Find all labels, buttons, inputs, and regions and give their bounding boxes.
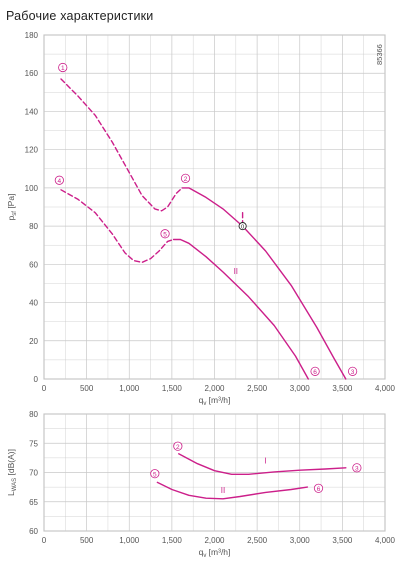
pressure-marker-circle [54,175,64,185]
sound-y-tick-label: 60 [29,527,38,536]
sound-curve-label: I [265,457,267,466]
sound-marker-circle [352,463,362,473]
pressure-marker-label: 5 [163,231,167,238]
pressure-x-tick-label: 2,000 [204,384,225,393]
sound-x-tick-label: 1,500 [162,536,183,545]
pressure-y-tick-label: 60 [29,260,38,269]
pressure-x-tick-label: 4,000 [375,384,396,393]
pressure-x-tick-label: 500 [80,384,94,393]
pressure-marker-label: 1 [61,65,65,72]
sound-marker-circle [173,441,183,451]
pressure-marker-circle [160,229,170,239]
sound-y-tick-label: 65 [29,498,38,507]
pressure-marker-circle [348,366,358,376]
sound-y-axis-label: LWAS [dB(A)] [6,449,18,496]
sound-series-line-II [156,481,309,500]
sound-x-tick-label: 0 [42,536,47,545]
sound-series-line-I [178,453,347,475]
sound-marker-label: 2 [176,444,180,451]
sound-x-tick-label: 500 [80,536,94,545]
sound-x-axis-label: qv [m³/h] [199,547,231,559]
sound-y-tick-label: 75 [29,439,38,448]
sound-y-tick-label: 70 [29,469,38,478]
pressure-y-tick-label: 160 [25,69,39,78]
pressure-x-tick-label: 0 [42,384,47,393]
sound-marker-label: 6 [317,486,321,493]
pressure-operating-point [238,222,247,231]
pressure-y-tick-label: 0 [34,375,39,384]
pressure-series-line-I [181,187,347,380]
pressure-marker-circle [310,366,320,376]
pressure-operating-point-label: 0 [241,225,244,231]
sound-x-tick-label: 2,500 [247,536,268,545]
sound-marker-circle [150,469,160,479]
pressure-y-tick-label: 120 [25,146,39,155]
sound-x-tick-label: 4,000 [375,536,396,545]
sound-y-tick-label: 80 [29,410,38,419]
sound-curve-label: II [221,486,225,495]
pressure-x-axis-label: qv [m³/h] [199,395,231,407]
pressure-y-tick-label: 180 [25,31,39,40]
pressure-side-code: 85366 [375,44,384,65]
pressure-series-line-II [172,238,309,380]
pressure-x-tick-label: 3,000 [290,384,311,393]
pressure-marker-label: 2 [184,176,188,183]
sound-marker-label: 3 [355,465,359,472]
pressure-y-tick-label: 100 [25,184,39,193]
pressure-marker-circle [58,62,68,73]
pressure-y-tick-label: 40 [29,299,38,308]
sound-marker-circle [313,483,324,493]
pressure-x-tick-label: 3,500 [332,384,353,393]
pressure-marker-label: 6 [313,369,317,376]
pressure-x-tick-label: 1,000 [119,384,140,393]
sound-x-tick-label: 3,000 [290,536,311,545]
sound-x-tick-label: 2,000 [204,536,225,545]
pressure-y-axis-label: psf [Pa] [6,194,18,221]
pressure-marker-label: 4 [58,178,62,185]
sound-x-tick-label: 3,500 [332,536,353,545]
pressure-x-tick-label: 2,500 [247,384,268,393]
pressure-curve-label: II [234,267,238,276]
sound-marker-label: 5 [153,471,157,478]
pressure-x-tick-label: 1,500 [162,384,183,393]
pressure-y-tick-label: 80 [29,222,38,231]
pressure-marker-label: 3 [351,369,355,376]
pressure-y-tick-label: 20 [29,337,38,346]
page-title: Рабочие характеристики [6,9,154,23]
pressure-marker-circle [180,173,191,183]
pressure-series-line-II [60,189,175,264]
sound-x-tick-label: 1,000 [119,536,140,545]
pressure-y-tick-label: 140 [25,107,39,116]
pressure-series-line-I [60,78,183,212]
